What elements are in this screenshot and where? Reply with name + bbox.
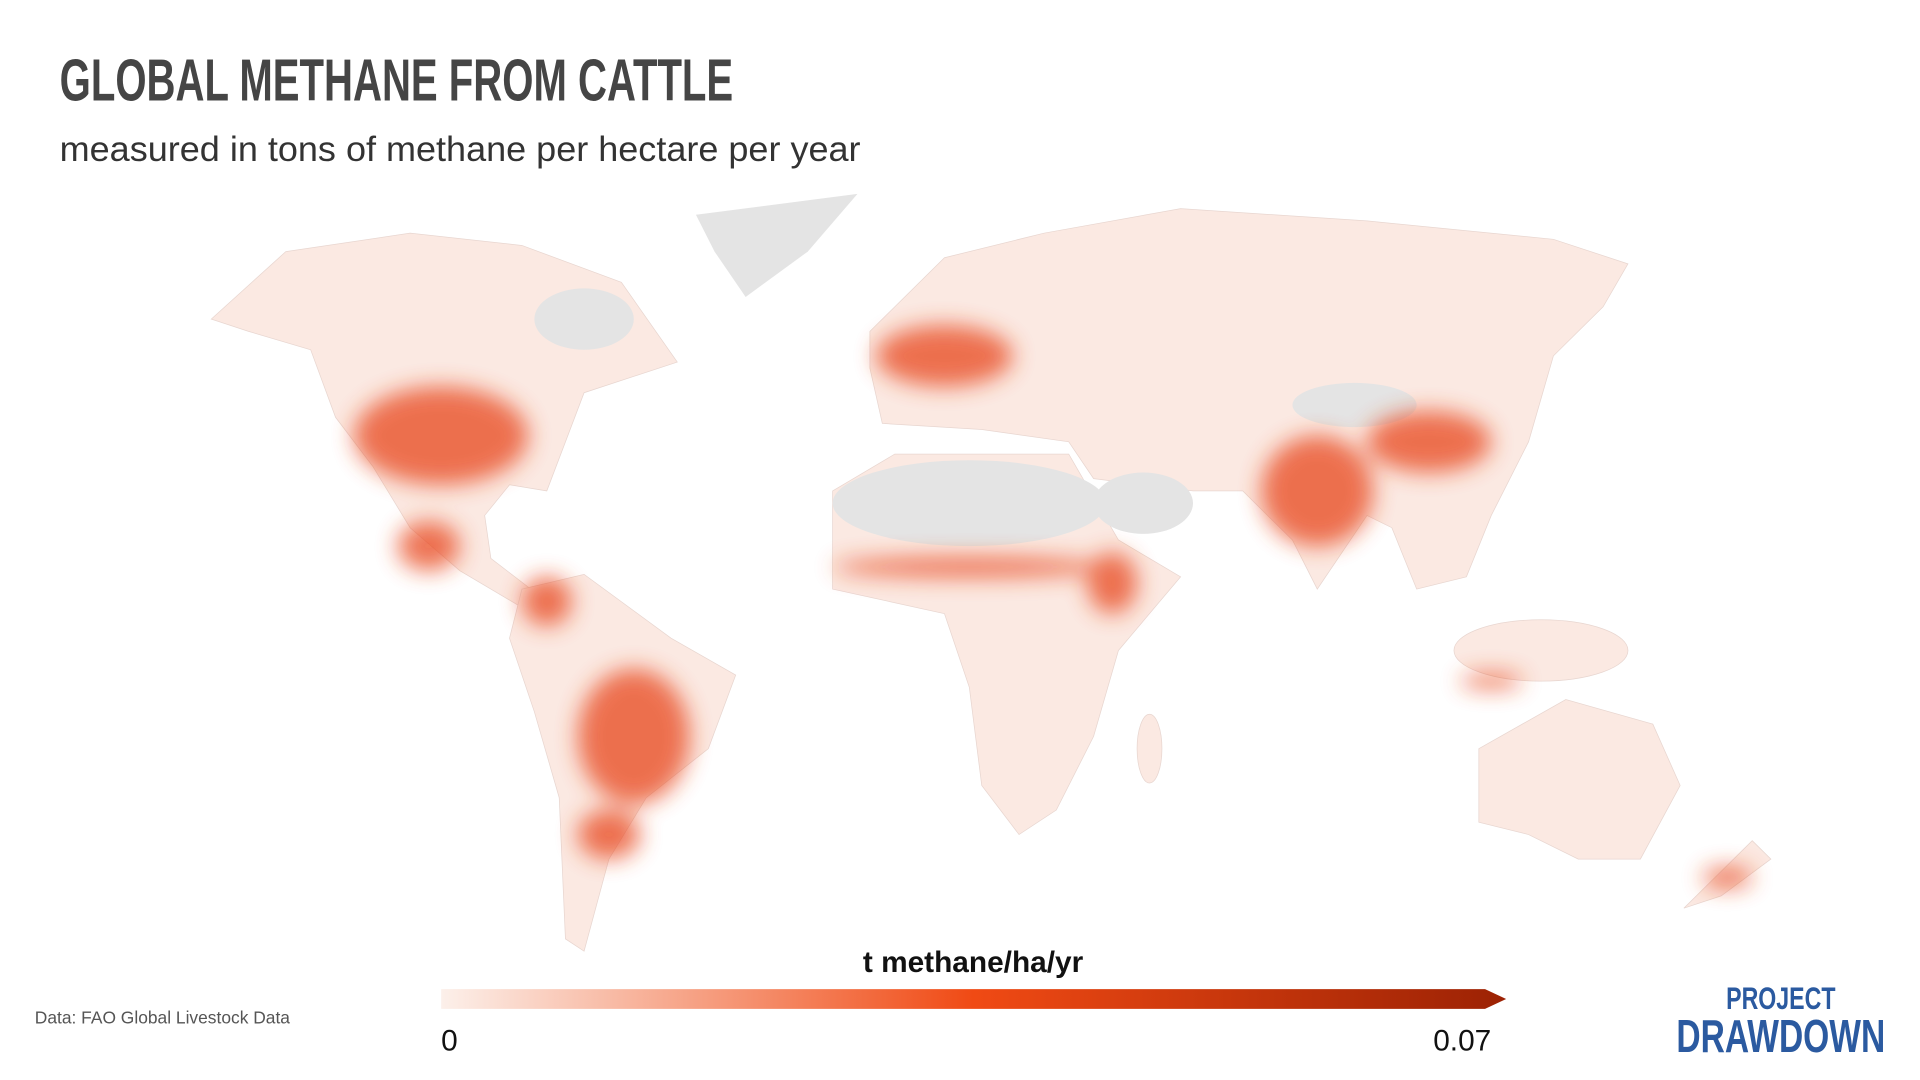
source-note: Data: FAO Global Livestock Data [35, 1008, 291, 1028]
canada-north [534, 288, 634, 350]
map-title: GLOBAL METHANE FROM CATTLE [60, 47, 734, 114]
legend-title: t methane/ha/yr [863, 946, 1084, 979]
sahara [832, 460, 1107, 547]
legend-tick-label: 0.07 [1433, 1025, 1491, 1058]
legend: 0 0.07 [441, 989, 1507, 1058]
southeast-asia-islands [1453, 619, 1629, 682]
logo-line1: PROJECT [1726, 980, 1836, 1016]
legend-color-bar [441, 989, 1507, 1009]
emission-hotspots [354, 325, 1753, 888]
africa [832, 453, 1182, 836]
world-map [210, 193, 1772, 952]
central-asia [1292, 382, 1417, 428]
legend-tick-label: 0 [441, 1025, 458, 1058]
map-subtitle: measured in tons of methane per hectare … [60, 129, 861, 169]
madagascar [1136, 713, 1163, 784]
australia [1478, 699, 1681, 860]
arabia [1093, 472, 1194, 534]
eurasia [869, 208, 1629, 590]
greenland [695, 193, 858, 297]
logo-line2: DRAWDOWN [1676, 1010, 1885, 1062]
